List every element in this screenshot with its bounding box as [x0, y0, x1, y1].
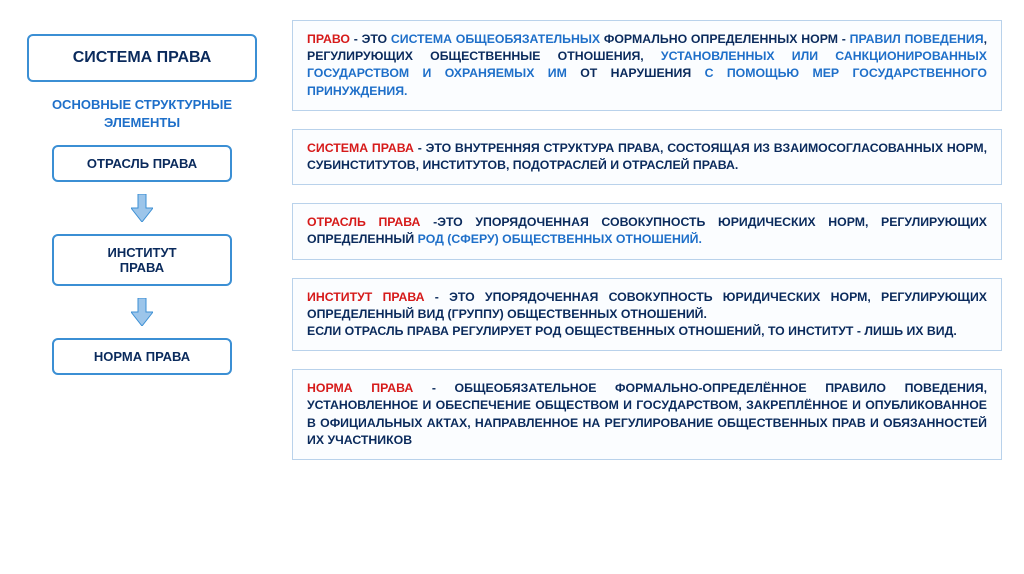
def-highlight: СИСТЕМА ОБЩЕОБЯЗАТЕЛЬНЫХ: [391, 32, 600, 46]
def-text: ЕСЛИ ОТРАСЛЬ ПРАВА РЕГУЛИРУЕТ РОД ОБЩЕСТ…: [307, 324, 957, 338]
title-box: СИСТЕМА ПРАВА: [27, 34, 257, 82]
page-layout: СИСТЕМА ПРАВА ОСНОВНЫЕ СТРУКТУРНЫЕ ЭЛЕМЕ…: [22, 20, 1002, 460]
def-highlight: ПРАВИЛ ПОВЕДЕНИЯ: [850, 32, 984, 46]
down-arrow-icon: [131, 298, 153, 326]
def-term: ОТРАСЛЬ ПРАВА: [307, 215, 420, 229]
subtitle: ОСНОВНЫЕ СТРУКТУРНЫЕ ЭЛЕМЕНТЫ: [52, 96, 232, 131]
item2-line2: ПРАВА: [120, 260, 164, 275]
subtitle-line2: ЭЛЕМЕНТЫ: [104, 115, 180, 130]
def-highlight: РОД (СФЕРУ) ОБЩЕСТВЕННЫХ ОТНОШЕНИЙ.: [418, 232, 702, 246]
definition-box-1: ПРАВО - ЭТО СИСТЕМА ОБЩЕОБЯЗАТЕЛЬНЫХ ФОР…: [292, 20, 1002, 111]
def-text: ОТ НАРУШЕНИЯ: [567, 66, 705, 80]
left-column: СИСТЕМА ПРАВА ОСНОВНЫЕ СТРУКТУРНЫЕ ЭЛЕМЕ…: [22, 20, 262, 460]
def-text: - ЭТО: [350, 32, 391, 46]
def-term: НОРМА ПРАВА: [307, 381, 413, 395]
def-text: ФОРМАЛЬНО ОПРЕДЕЛЕННЫХ НОРМ -: [600, 32, 850, 46]
definition-box-5: НОРМА ПРАВА - ОБЩЕОБЯЗАТЕЛЬНОЕ ФОРМАЛЬНО…: [292, 369, 1002, 460]
item-box-1: ОТРАСЛЬ ПРАВА: [52, 145, 232, 182]
down-arrow-icon: [131, 194, 153, 222]
definition-box-4: ИНСТИТУТ ПРАВА - ЭТО УПОРЯДОЧЕННАЯ СОВОК…: [292, 278, 1002, 352]
def-term: СИСТЕМА ПРАВА: [307, 141, 414, 155]
definition-box-2: СИСТЕМА ПРАВА - ЭТО ВНУТРЕННЯЯ СТРУКТУРА…: [292, 129, 1002, 185]
right-column: ПРАВО - ЭТО СИСТЕМА ОБЩЕОБЯЗАТЕЛЬНЫХ ФОР…: [292, 20, 1002, 460]
def-term: ПРАВО: [307, 32, 350, 46]
item2-line1: ИНСТИТУТ: [107, 245, 176, 260]
definition-box-3: ОТРАСЛЬ ПРАВА -ЭТО УПОРЯДОЧЕННАЯ СОВОКУП…: [292, 203, 1002, 259]
def-term: ИНСТИТУТ ПРАВА: [307, 290, 425, 304]
item-box-2: ИНСТИТУТ ПРАВА: [52, 234, 232, 286]
item-box-3: НОРМА ПРАВА: [52, 338, 232, 375]
subtitle-line1: ОСНОВНЫЕ СТРУКТУРНЫЕ: [52, 97, 232, 112]
